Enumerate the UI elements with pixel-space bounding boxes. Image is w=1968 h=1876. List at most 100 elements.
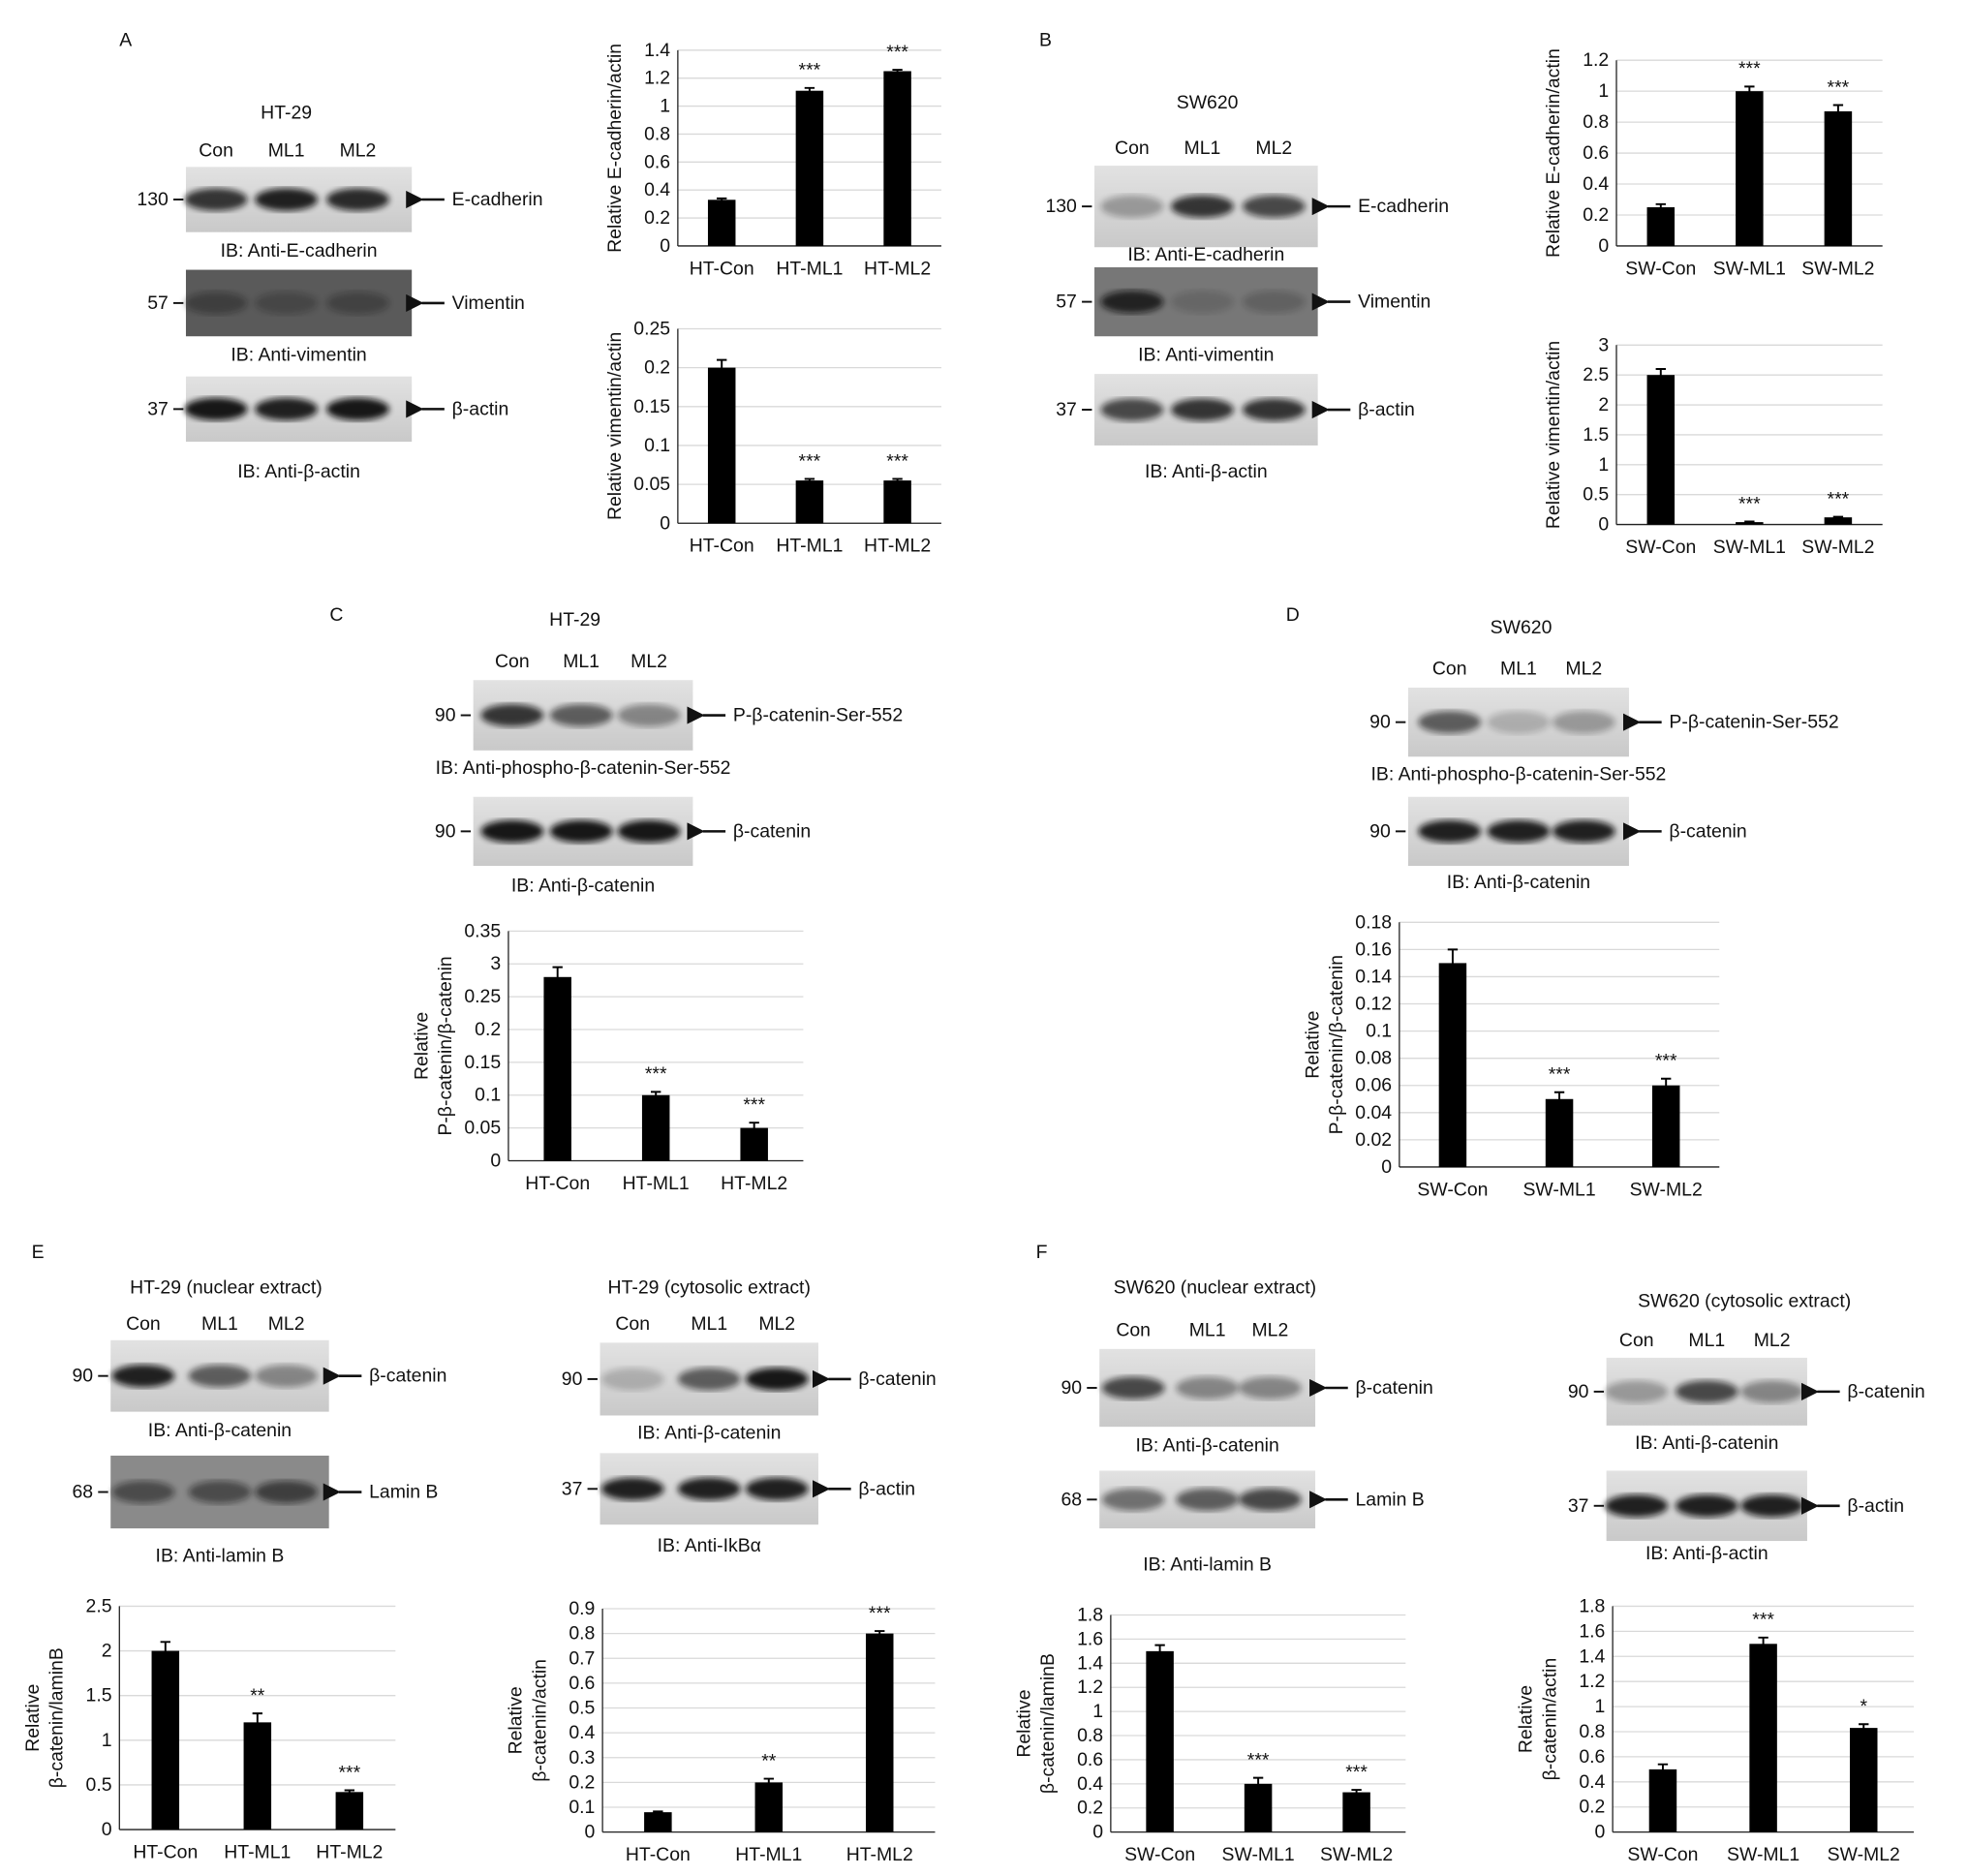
error-bar [1655, 368, 1666, 383]
error-bar [1661, 1077, 1672, 1093]
lane-label: ML1 [1189, 1319, 1226, 1340]
x-tick-label: SW-ML1 [1727, 1844, 1799, 1865]
y-tick-label: 0.2 [644, 357, 670, 379]
y-tick-label: 0.05 [633, 474, 670, 495]
lane-label: ML1 [268, 139, 305, 161]
blot-band [1239, 1488, 1302, 1511]
y-tick-label: 1.2 [1583, 49, 1609, 71]
blot-band [1552, 819, 1615, 844]
protein-label: Vimentin [452, 292, 525, 314]
blot-band [1740, 1494, 1804, 1518]
bar [335, 1792, 364, 1830]
significance: *** [1738, 58, 1761, 79]
blot-band [1171, 195, 1234, 218]
bar [707, 367, 736, 524]
y-tick-label: 0.2 [475, 1019, 501, 1040]
ib-label: IB: Anti-β-catenin [1635, 1432, 1778, 1454]
y-axis-label: Relative [1302, 1011, 1323, 1079]
lane-label: Con [1116, 1319, 1151, 1340]
error-bar [892, 477, 903, 483]
y-tick-label: 0.25 [633, 318, 670, 339]
y-tick-label: 0.15 [464, 1052, 501, 1073]
error-bar [1657, 1763, 1669, 1776]
error-bar [1758, 1636, 1768, 1651]
y-tick-label: 0.1 [569, 1797, 595, 1818]
bar [151, 1650, 180, 1830]
bar [1736, 91, 1764, 246]
x-tick-label: SW-Con [1627, 1844, 1698, 1865]
y-tick-label: 1.6 [1579, 1620, 1605, 1642]
error-bar [344, 1789, 355, 1796]
bar [883, 480, 911, 524]
y-tick-label: 0.6 [1077, 1749, 1103, 1770]
blot-band [1242, 195, 1306, 218]
blot-band [111, 1365, 175, 1388]
blot-band [1176, 1488, 1240, 1511]
y-tick-label: 0.4 [569, 1722, 595, 1743]
y-tick-label: 0.4 [1579, 1771, 1605, 1793]
marker-weight: 90 [562, 1369, 583, 1390]
ib-label: IB: Anti-β-catenin [637, 1423, 781, 1444]
blot-band [1418, 819, 1482, 844]
protein-label: P-β-catenin-Ser-552 [733, 705, 903, 726]
y-axis-label: P-β-catenin/β-catenin [1326, 955, 1347, 1134]
y-tick-label: 0.6 [1579, 1746, 1605, 1768]
y-axis-label: Relative vimentin/actin [1543, 341, 1564, 529]
blot-band [255, 292, 319, 315]
y-tick-label: 1.5 [1583, 424, 1609, 446]
blot-band [188, 1480, 252, 1504]
marker-weight: 57 [147, 292, 169, 314]
y-tick-label: 0.2 [1583, 204, 1609, 226]
y-axis-label: β-catenin/laminB [46, 1647, 68, 1788]
lane-label: ML2 [268, 1313, 305, 1335]
y-tick-label: 0 [660, 235, 670, 257]
bar [1244, 1783, 1273, 1832]
ib-label: IB: Anti-β-actin [1645, 1543, 1768, 1564]
error-bar [1252, 1776, 1264, 1792]
y-tick-label: 0 [1381, 1156, 1392, 1178]
error-bar [804, 477, 815, 483]
blot-band [1100, 195, 1164, 218]
marker-weight: 68 [72, 1482, 93, 1503]
blot-band [480, 703, 544, 727]
y-tick-label: 0.2 [569, 1771, 595, 1793]
y-tick-label: 1.2 [1579, 1671, 1605, 1692]
blot-title: HT-29 [549, 609, 600, 630]
blot-band [1101, 1488, 1165, 1511]
significance: *** [1738, 493, 1761, 514]
lane-label: ML2 [1565, 659, 1602, 680]
y-axis-label: β-catenin/actin [529, 1659, 550, 1782]
blot-band [188, 1365, 252, 1388]
x-tick-label: SW-ML1 [1713, 537, 1786, 558]
blot-band [1740, 1380, 1804, 1403]
y-tick-label: 0 [1598, 514, 1609, 536]
y-tick-label: 0 [660, 512, 670, 534]
blot-band [549, 819, 613, 844]
lane-label: ML1 [691, 1313, 727, 1335]
error-bar [552, 966, 563, 988]
error-bar [1832, 515, 1844, 519]
panel-letter: D [1286, 604, 1300, 626]
lane-label: Con [1115, 138, 1150, 159]
protein-label: E-cadherin [1358, 196, 1449, 217]
bar [1342, 1792, 1370, 1832]
y-tick-label: 1 [1598, 80, 1609, 102]
ib-label: IB: Anti-β-catenin [1447, 872, 1590, 893]
bar [644, 1812, 672, 1832]
error-bar [651, 1091, 661, 1100]
blot-band [549, 703, 613, 727]
significance: *** [1247, 1749, 1270, 1770]
y-tick-label: 0.7 [569, 1647, 595, 1669]
x-tick-label: HT-ML1 [776, 536, 843, 557]
protein-label: E-cadherin [452, 189, 543, 210]
significance: ** [761, 1750, 777, 1771]
y-tick-label: 1 [660, 96, 670, 117]
y-tick-label: 0.05 [464, 1118, 501, 1139]
ib-label: IB: Anti-β-actin [237, 461, 360, 482]
marker-weight: 37 [1568, 1495, 1589, 1517]
blot-band [1552, 710, 1615, 734]
error-bar [875, 1630, 885, 1638]
x-tick-label: HT-ML1 [776, 258, 843, 279]
y-tick-label: 0 [1598, 235, 1609, 257]
x-tick-label: SW-ML2 [1320, 1844, 1393, 1865]
